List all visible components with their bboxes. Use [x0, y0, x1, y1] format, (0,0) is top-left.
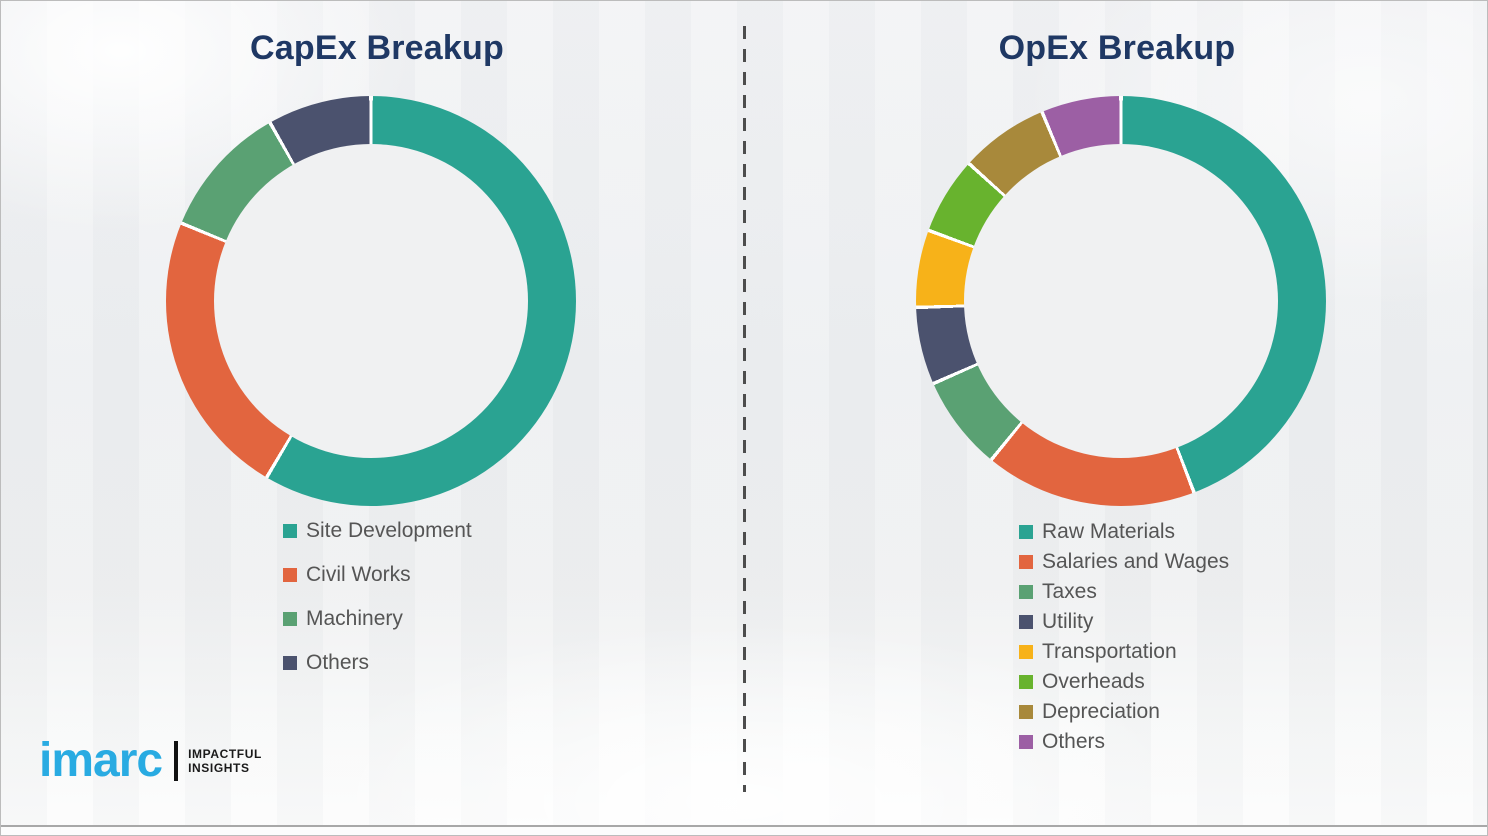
legend-item: Site Development — [283, 509, 472, 553]
imarc-tagline-line1: IMPACTFUL — [188, 747, 262, 761]
legend-item: Others — [1019, 727, 1229, 757]
imarc-logo: imarc IMPACTFUL INSIGHTS — [39, 737, 262, 785]
legend-label: Overheads — [1042, 670, 1145, 693]
imarc-logo-wordmark: imarc — [39, 734, 163, 787]
legend-swatch — [1019, 555, 1033, 569]
legend-item: Transportation — [1019, 637, 1229, 667]
legend-item: Depreciation — [1019, 697, 1229, 727]
imarc-logo-divider — [174, 741, 179, 781]
legend-swatch — [1019, 735, 1033, 749]
legend-swatch — [283, 612, 297, 626]
legend-label: Others — [306, 651, 370, 674]
legend-swatch — [283, 524, 297, 538]
legend-swatch — [1019, 645, 1033, 659]
legend-label: Machinery — [306, 607, 403, 630]
legend-label: Utility — [1042, 610, 1094, 633]
capex-donut-hole — [214, 144, 528, 458]
capex-legend: Site Development Civil Works Machinery Othe… — [283, 509, 472, 685]
legend-swatch — [1019, 585, 1033, 599]
legend-label: Taxes — [1042, 580, 1097, 603]
legend-label: Depreciation — [1042, 700, 1160, 723]
legend-label: Transportation — [1042, 640, 1177, 663]
legend-swatch — [1019, 615, 1033, 629]
legend-swatch — [283, 568, 297, 582]
capex-donut-chart — [166, 96, 576, 506]
capex-chart-title: CapEx Breakup — [250, 29, 504, 67]
legend-item: Raw Materials — [1019, 517, 1229, 547]
legend-label: Site Development — [306, 519, 472, 542]
legend-label: Salaries and Wages — [1042, 550, 1230, 573]
legend-item: Machinery — [283, 597, 472, 641]
dashed-divider — [743, 26, 746, 792]
opex-donut-chart — [916, 96, 1326, 506]
legend-label: Raw Materials — [1042, 520, 1176, 543]
opex-donut-hole — [964, 144, 1278, 458]
legend-item: Taxes — [1019, 577, 1229, 607]
legend-swatch — [1019, 525, 1033, 539]
imarc-logo-tagline: IMPACTFUL INSIGHTS — [188, 747, 262, 775]
legend-item: Salaries and Wages — [1019, 547, 1229, 577]
opex-chart-title: OpEx Breakup — [998, 29, 1236, 67]
imarc-tagline-line2: INSIGHTS — [188, 761, 250, 775]
opex-legend: Raw Materials Salaries and Wages Taxes Util… — [1019, 517, 1229, 757]
legend-label: Civil Works — [306, 563, 411, 586]
legend-swatch — [1019, 705, 1033, 719]
legend-item: Others — [283, 641, 472, 685]
legend-item: Civil Works — [283, 553, 472, 597]
bottom-edge-strip — [1, 827, 1487, 835]
legend-label: Others — [1042, 730, 1106, 753]
legend-swatch — [1019, 675, 1033, 689]
legend-item: Utility — [1019, 607, 1229, 637]
legend-swatch — [283, 656, 297, 670]
bottom-edge-line — [1, 825, 1487, 827]
legend-item: Overheads — [1019, 667, 1229, 697]
